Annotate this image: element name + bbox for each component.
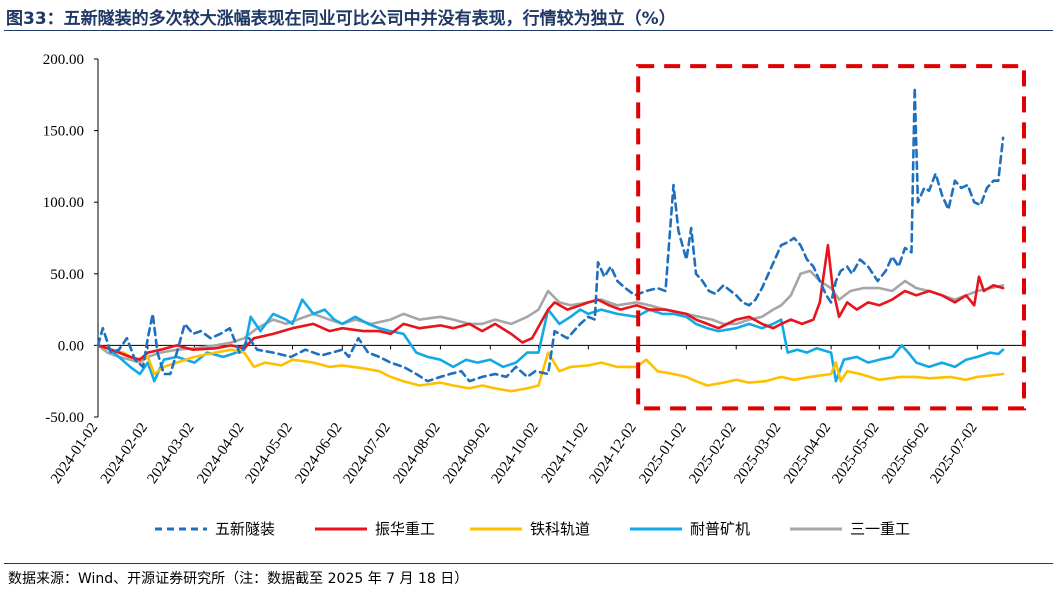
x-tick-label: 2025-04-02 <box>781 420 834 487</box>
legend-label: 铁科轨道 <box>530 520 590 538</box>
x-tick-label: 2024-05-02 <box>243 420 296 487</box>
line-chart: 200.00 150.00 100.00 50.00 0.00 -50.002024-01… <box>43 52 1027 538</box>
y-tick-label: 100.00 <box>43 195 84 211</box>
y-tick-label: 50.00 <box>50 267 84 283</box>
y-tick-label: 200.00 <box>43 52 84 68</box>
series-line <box>96 344 1005 393</box>
x-tick-label: 2024-12-02 <box>587 420 640 487</box>
series-line <box>96 86 1005 383</box>
x-tick-label: 2024-08-02 <box>390 420 443 487</box>
y-tick-label: -50.00 <box>45 410 84 426</box>
x-tick-label: 2025-05-02 <box>829 420 882 487</box>
x-tick-label: 2024-07-02 <box>341 420 394 487</box>
legend-label: 振华重工 <box>375 520 435 538</box>
highlight-box-group <box>636 64 1027 411</box>
x-tick-label: 2024-02-02 <box>98 420 151 487</box>
x-tick-label: 2024-06-02 <box>292 420 345 487</box>
chart-legend: 五新隧装 振华重工 铁科轨道 耐普矿机 三一重工 <box>155 520 910 538</box>
y-tick-label: 0.00 <box>58 338 84 354</box>
chart-axes: 200.00 150.00 100.00 50.00 0.00 -50.002024-01… <box>43 52 1024 487</box>
x-tick-label: 2025-06-02 <box>879 420 932 487</box>
x-tick-label: 2025-03-02 <box>731 420 784 487</box>
source-rule <box>4 563 1053 564</box>
x-tick-label: 2024-04-02 <box>194 420 247 487</box>
x-tick-label: 2024-09-02 <box>440 420 493 487</box>
legend-label: 五新隧装 <box>215 520 275 538</box>
x-tick-label: 2024-11-02 <box>539 420 592 486</box>
legend-label: 耐普矿机 <box>690 520 750 538</box>
figure-title: 图33：五新隧装的多次较大涨幅表现在同业可比公司中并没有表现，行情较为独立（%） <box>6 9 676 29</box>
x-tick-label: 2024-01-02 <box>48 420 101 487</box>
series-line <box>96 269 1005 364</box>
source-note: 数据来源：Wind、开源证券研究所（注：数据截至 2025 年 7 月 18 日… <box>8 571 469 587</box>
series-line <box>96 243 1005 362</box>
highlight-box <box>636 64 1027 411</box>
series-line <box>96 298 1005 383</box>
x-tick-label: 2025-07-02 <box>927 420 980 487</box>
x-tick-label: 2024-10-02 <box>489 420 542 487</box>
title-rule <box>4 30 1053 31</box>
x-tick-label: 2024-03-02 <box>144 420 197 487</box>
legend-label: 三一重工 <box>850 520 910 538</box>
y-tick-label: 150.00 <box>43 124 84 140</box>
chart-series <box>96 86 1005 393</box>
x-tick-label: 2025-01-02 <box>636 420 689 487</box>
